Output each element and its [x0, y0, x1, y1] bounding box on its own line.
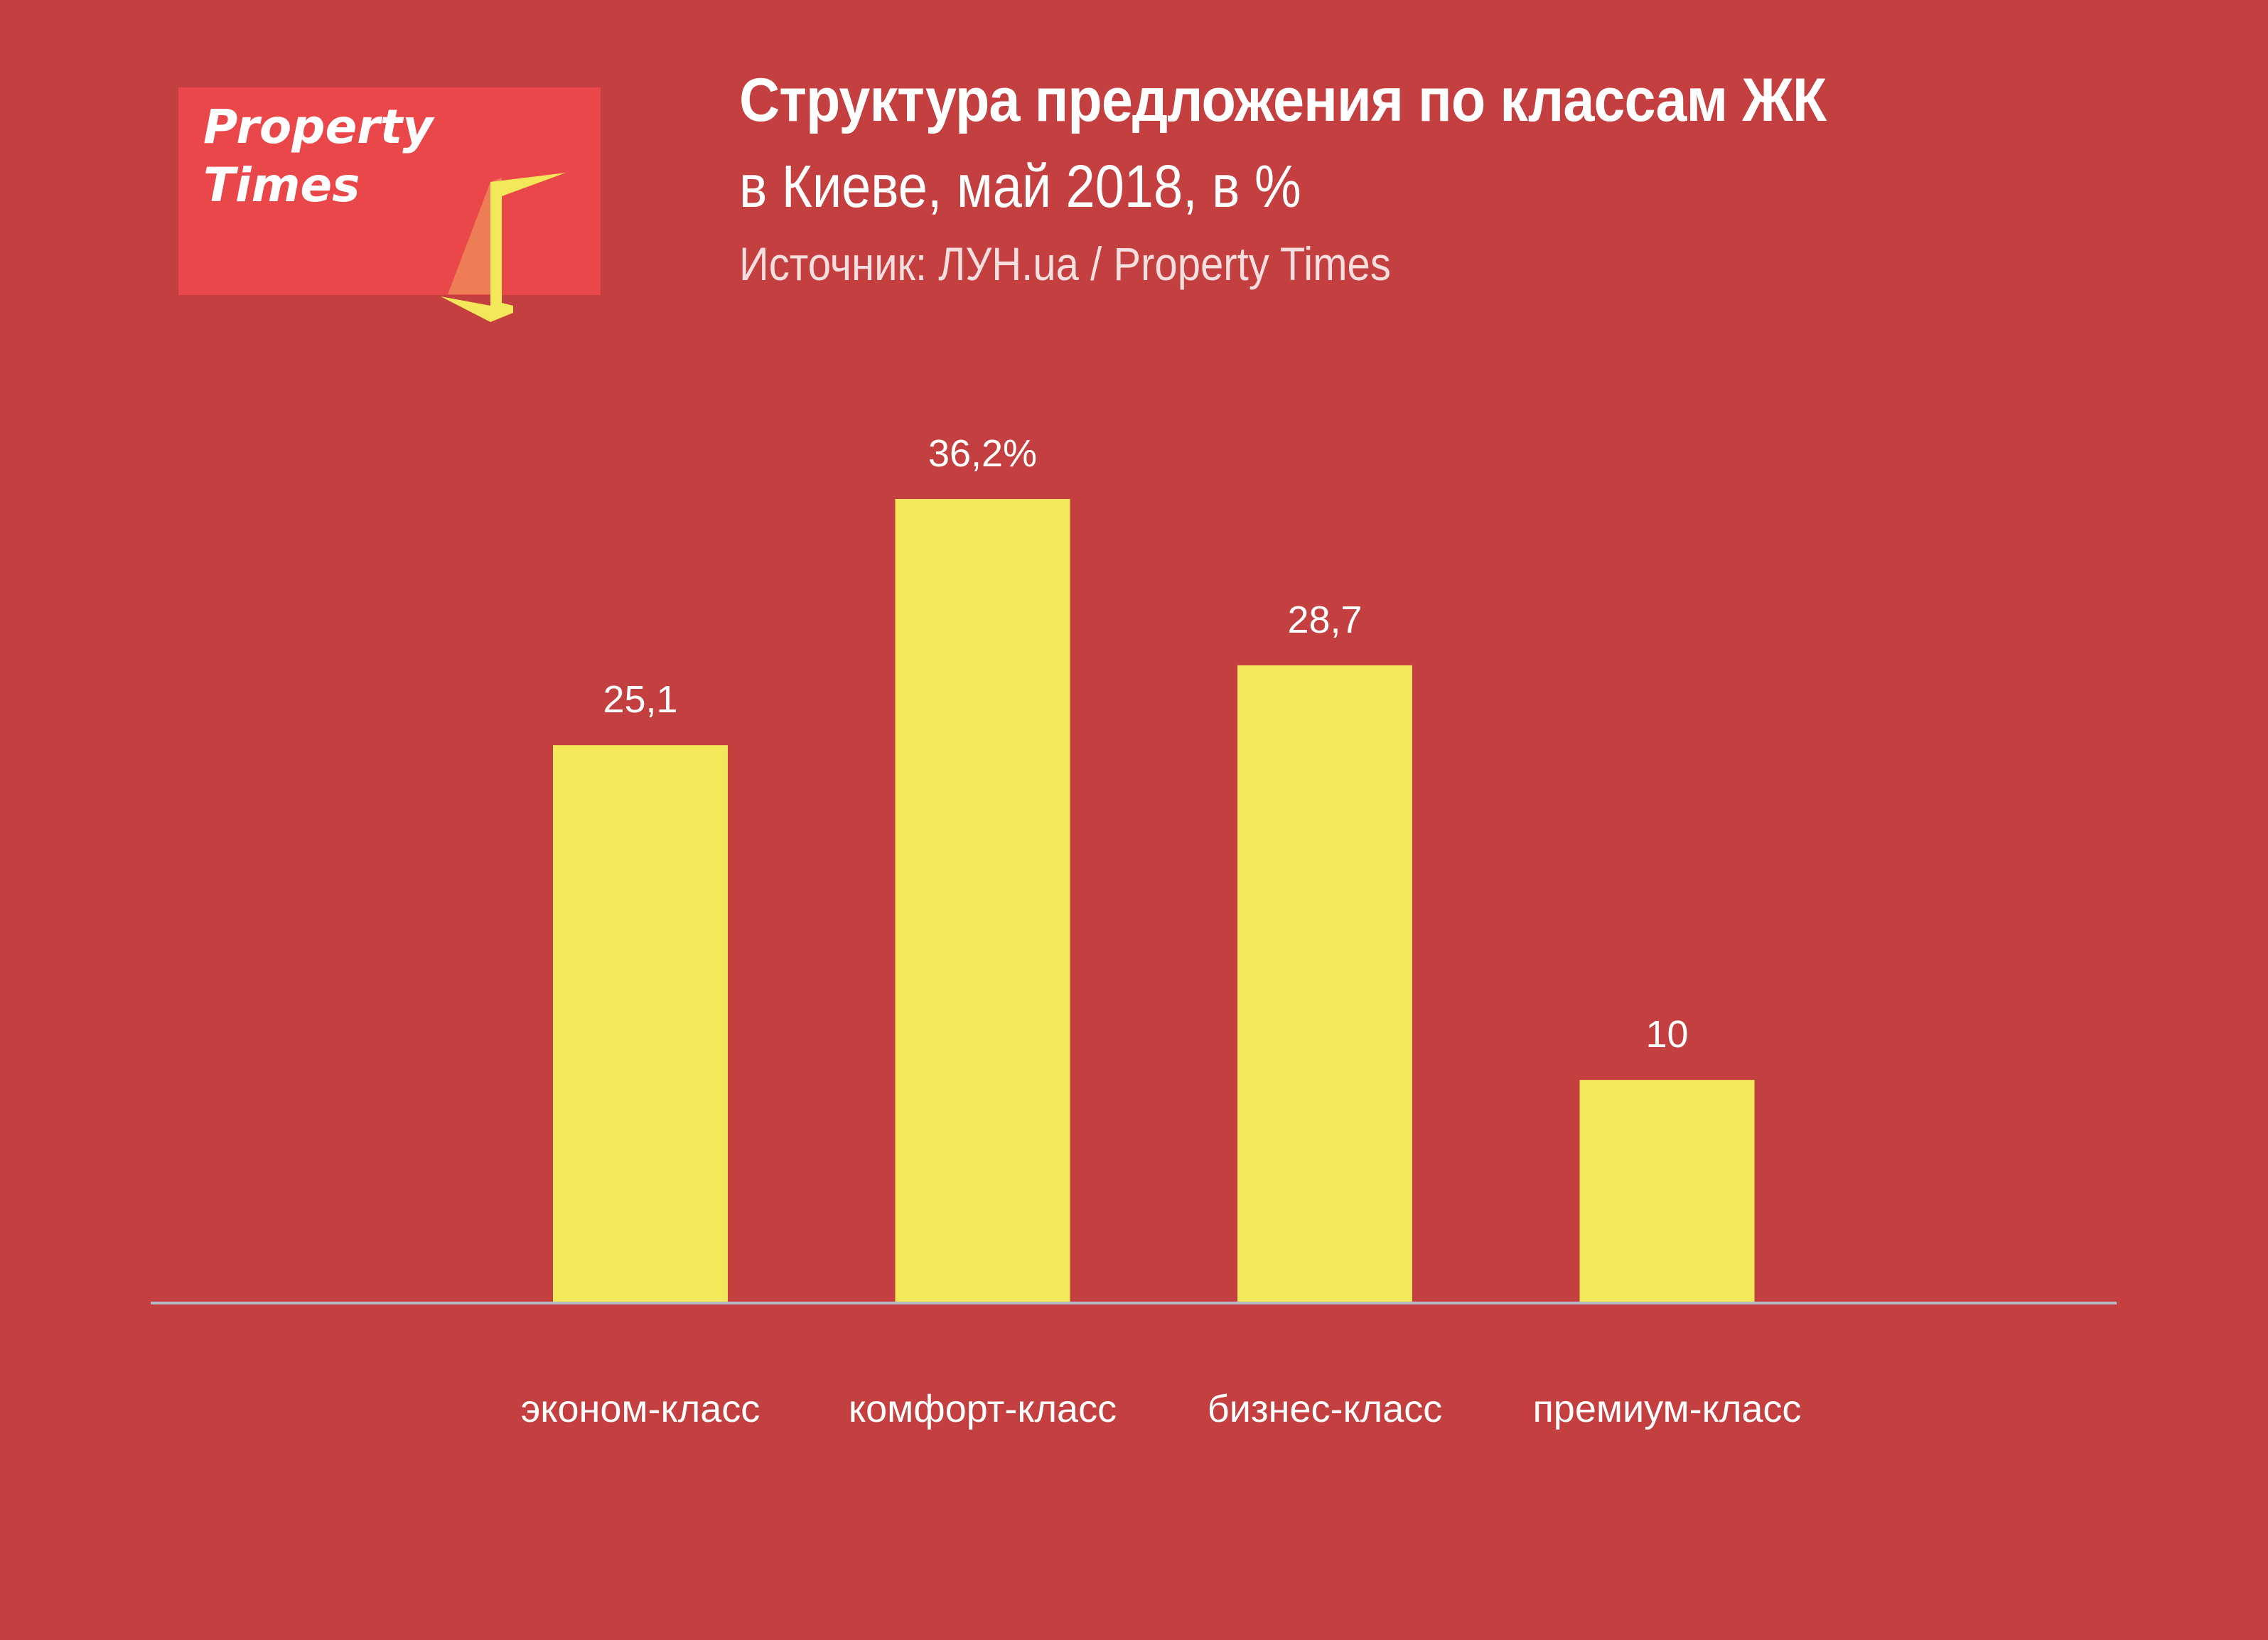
chart-source: Источник: ЛУН.ua / Property Times	[739, 237, 1391, 290]
value-label-4: 10	[1645, 1013, 1688, 1056]
value-labels-group: 25,1 36,2% 28,7 10	[603, 432, 1688, 1056]
value-label-3: 28,7	[1287, 599, 1362, 641]
bar-3	[1237, 665, 1412, 1302]
chart-subtitle: в Киеве, май 2018, в %	[739, 153, 1301, 220]
value-label-2: 36,2%	[928, 432, 1037, 475]
value-label-1: 25,1	[603, 678, 677, 721]
logo-accent-shadow	[448, 178, 502, 294]
logo-text-times: Times	[203, 158, 360, 213]
bars-group	[553, 499, 1755, 1302]
logo-text-property: Property	[203, 100, 434, 154]
bar-2	[895, 499, 1070, 1302]
property-times-logo	[178, 87, 601, 322]
category-label-2: комфорт-класс	[849, 1388, 1117, 1430]
bar-1	[553, 745, 728, 1302]
bar-4	[1579, 1080, 1755, 1302]
category-labels-group: эконом-класс комфорт-класс бизнес-класс пре…	[521, 1388, 1802, 1430]
chart-title: Структура предложения по классам ЖК	[739, 66, 1827, 134]
logo-box	[178, 87, 601, 295]
category-label-3: бизнес-класс	[1208, 1388, 1442, 1430]
category-label-1: эконом-класс	[521, 1388, 761, 1430]
category-label-4: премиум-класс	[1533, 1388, 1802, 1430]
